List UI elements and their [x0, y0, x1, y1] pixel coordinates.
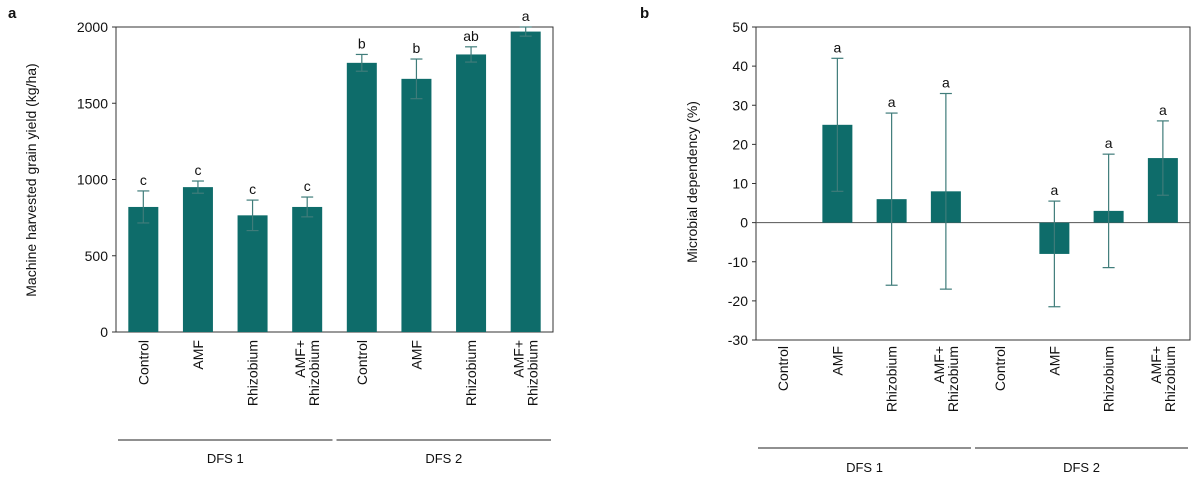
bar-a [237, 215, 268, 332]
chart-panel-b: -30 -20 -10 0 10 20 30 40 50 Microbial dependency… [684, 19, 1191, 475]
y-tick-label-a: 0 [100, 324, 108, 340]
category-label-b: AMF+Rhizobium [1148, 346, 1178, 412]
significance-letter-a: ab [463, 28, 479, 44]
category-label-a: AMF+Rhizobium [511, 340, 541, 406]
category-label-line-a: AMF+ [511, 340, 527, 378]
y-axis-label-b: Microbial dependency (%) [684, 101, 700, 263]
category-label-line-a: Rhizobium [245, 340, 261, 406]
y-tick-label-b: 30 [732, 97, 748, 113]
category-label-line-a: AMF+ [292, 340, 308, 378]
bar-a [128, 206, 159, 332]
bar-a [456, 54, 487, 332]
y-tick-label-b: 0 [740, 215, 748, 231]
category-label-a: AMF [190, 340, 206, 370]
significance-letter-a: c [304, 178, 311, 194]
significance-letter-b: a [1050, 182, 1058, 198]
category-label-line-b: AMF [1046, 346, 1062, 376]
category-label-b: Control [775, 346, 791, 391]
category-label-a: Rhizobium [463, 340, 479, 406]
y-tick-label-a: 1500 [77, 95, 108, 111]
category-label-b: Rhizobium [884, 346, 900, 412]
group-label-b: DFS 1 [846, 460, 883, 475]
category-label-line-b: Control [775, 346, 791, 391]
significance-letter-a: b [413, 40, 421, 56]
significance-letter-b: a [942, 75, 950, 91]
y-tick-label-a: 500 [85, 248, 109, 264]
category-label-line-b: Rhizobium [945, 346, 961, 412]
category-label-b: Control [992, 346, 1008, 391]
significance-letter-a: c [140, 172, 147, 188]
category-label-line-a: Rhizobium [463, 340, 479, 406]
category-label-line-a: Control [135, 340, 151, 385]
y-tick-label-a: 1000 [77, 172, 108, 188]
category-label-line-b: AMF [829, 346, 845, 376]
significance-letter-a: c [194, 162, 201, 178]
panel-a-letter: a [8, 5, 17, 22]
category-label-line-a: AMF [190, 340, 206, 370]
category-label-b: AMF [1046, 346, 1062, 376]
category-label-b: AMF [829, 346, 845, 376]
y-tick-label-b: -20 [728, 293, 748, 309]
significance-letter-b: a [1105, 135, 1113, 151]
significance-letter-b: a [888, 94, 896, 110]
y-tick-label-a: 2000 [77, 19, 108, 35]
significance-letter-b: a [1159, 102, 1167, 118]
category-label-line-b: AMF+ [1148, 346, 1164, 384]
category-label-line-b: Rhizobium [884, 346, 900, 412]
category-label-line-a: Rhizobium [525, 340, 541, 406]
category-label-a: Control [354, 340, 370, 385]
panel-b-letter: b [640, 5, 649, 22]
category-label-a: Control [135, 340, 151, 385]
bar-a [510, 31, 541, 332]
y-tick-label-b: 40 [732, 58, 748, 74]
y-tick-label-b: -10 [728, 254, 748, 270]
category-label-a: AMF [408, 340, 424, 370]
group-label-a: DFS 1 [207, 451, 244, 466]
significance-letter-a: b [358, 35, 366, 51]
bar-a [182, 187, 213, 332]
y-tick-label-b: 50 [732, 19, 748, 35]
y-axis-label-a: Machine harvested grain yield (kg/ha) [23, 63, 39, 296]
significance-letter-b: a [833, 39, 841, 55]
category-label-line-b: Rhizobium [1101, 346, 1117, 412]
significance-letter-a: a [522, 8, 530, 24]
group-label-b: DFS 2 [1063, 460, 1100, 475]
category-label-b: Rhizobium [1101, 346, 1117, 412]
bar-a [401, 78, 432, 332]
chart-panel-a: 0 500 1000 1500 2000 Machine harvested grain … [23, 8, 554, 466]
y-tick-label-b: 20 [732, 136, 748, 152]
category-label-line-b: Rhizobium [1162, 346, 1178, 412]
significance-letter-a: c [249, 181, 256, 197]
bar-a [346, 62, 377, 333]
category-label-line-a: Rhizobium [306, 340, 322, 406]
bar-a [292, 206, 323, 332]
y-tick-label-b: -30 [728, 332, 748, 348]
plot-frame-a [115, 26, 554, 333]
y-tick-label-b: 10 [732, 176, 748, 192]
category-label-line-b: AMF+ [931, 346, 947, 384]
category-label-line-b: Control [992, 346, 1008, 391]
group-label-a: DFS 2 [425, 451, 462, 466]
plot-frame-b [755, 26, 1191, 341]
category-label-a: AMF+Rhizobium [292, 340, 322, 406]
category-label-line-a: AMF [408, 340, 424, 370]
category-label-a: Rhizobium [245, 340, 261, 406]
category-label-line-a: Control [354, 340, 370, 385]
category-label-b: AMF+Rhizobium [931, 346, 961, 412]
